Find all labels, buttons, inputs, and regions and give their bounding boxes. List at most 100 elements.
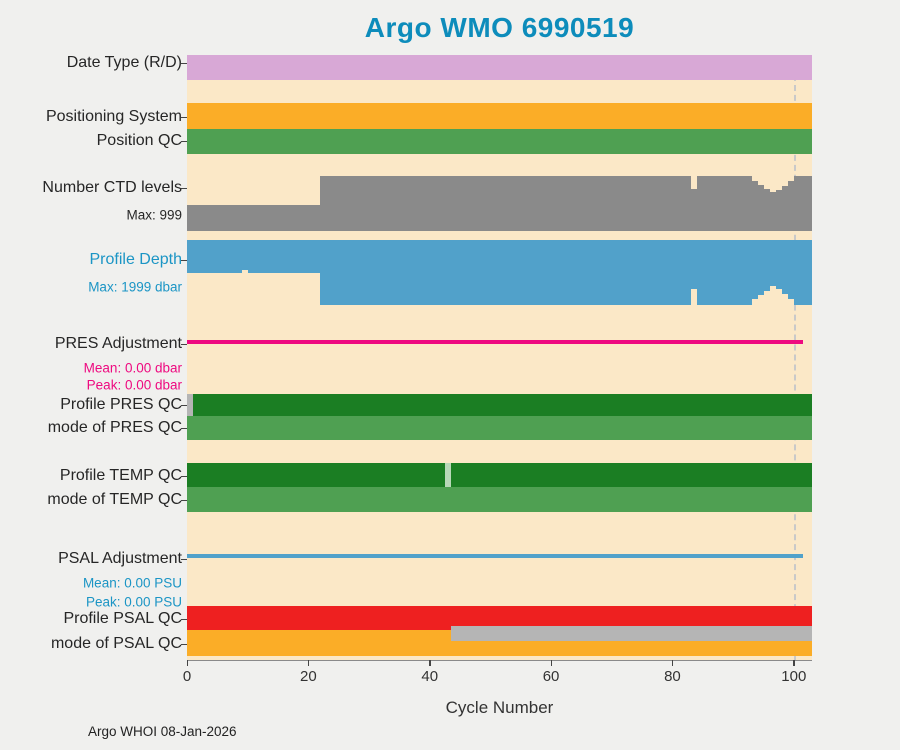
profile-depth-bar xyxy=(211,240,218,273)
ctd-levels-bar xyxy=(387,176,394,231)
ctd-levels-bar xyxy=(593,176,601,231)
profile-depth-bar xyxy=(350,240,358,305)
ctd-levels-bar xyxy=(727,176,734,231)
profile-depth-bar xyxy=(217,240,224,273)
ctd-levels-bar xyxy=(381,176,388,231)
ctd-levels-bar xyxy=(314,204,321,231)
x-tick-mark xyxy=(307,660,310,666)
profile-depth-bar xyxy=(447,240,455,305)
ctd-levels-bar xyxy=(714,176,722,231)
ctd-levels-bar xyxy=(308,204,315,231)
profile-depth-bar xyxy=(332,240,340,305)
profile-depth-bar xyxy=(314,240,321,273)
x-tick-label: 100 xyxy=(781,668,807,685)
x-tick-label: 80 xyxy=(664,668,681,685)
profile_temp_qc-segment xyxy=(450,463,812,487)
profile-depth-bar xyxy=(733,240,740,305)
ctd-levels-bar xyxy=(642,176,649,231)
row-label-positioning: Positioning System xyxy=(45,108,182,125)
profile-depth-bar xyxy=(617,240,625,305)
row-label-mode-pres-qc: mode of PRES QC xyxy=(47,419,182,436)
profile-depth-bar xyxy=(787,240,795,299)
row-label-psal-adjustment: PSAL Adjustment xyxy=(58,550,182,567)
y-tick-mark xyxy=(181,476,187,478)
ctd-levels-bar xyxy=(745,176,752,231)
profile-depth-bar xyxy=(551,240,558,305)
profile-depth-bar xyxy=(235,240,243,273)
profile-depth-bar xyxy=(532,240,540,305)
profile-depth-bar xyxy=(326,240,334,305)
profile-depth-bar xyxy=(490,240,497,305)
ctd-levels-bar xyxy=(247,204,255,231)
y-tick-mark xyxy=(181,188,187,190)
ctd-levels-bar xyxy=(235,204,243,231)
row-label-profile-pres-qc: Profile PRES QC xyxy=(60,396,182,413)
profile-depth-bar xyxy=(545,240,552,305)
ctd-levels-bar xyxy=(611,176,619,231)
profile-depth-bar xyxy=(417,240,425,305)
ctd-levels-bar xyxy=(211,204,218,231)
row-label-profile-depth: Profile Depth xyxy=(89,251,183,268)
ctd-levels-bar xyxy=(599,176,607,231)
profile-depth-bar xyxy=(781,240,789,294)
ctd-levels-bar xyxy=(514,176,522,231)
ctd-levels-bar xyxy=(423,176,431,231)
profile-depth-bar xyxy=(799,240,807,305)
ctd-levels-bar xyxy=(484,176,491,231)
profile-depth-bar xyxy=(271,240,279,273)
figure-title: Argo WMO 6990519 xyxy=(364,12,635,43)
row-label-mode-temp-qc: mode of TEMP QC xyxy=(47,491,182,508)
ctd-levels-bar xyxy=(648,176,655,231)
ctd-levels-bar xyxy=(278,204,285,231)
ctd-levels-bar xyxy=(793,176,801,231)
ctd-levels-bar xyxy=(472,176,479,231)
ctd-levels-bar xyxy=(660,176,667,231)
profile-depth-bar xyxy=(696,240,704,305)
profile-depth-bar xyxy=(496,240,504,305)
profile-depth-bar xyxy=(763,240,771,291)
date_type-segment xyxy=(187,55,812,80)
profile-depth-bar xyxy=(278,240,285,273)
ctd-levels-bar xyxy=(453,176,461,231)
profile-depth-bar xyxy=(575,240,582,305)
ctd-levels-bar xyxy=(563,176,570,231)
profile-depth-bar xyxy=(199,240,206,273)
ctd-levels-bar xyxy=(545,176,552,231)
positioning_system-segment xyxy=(187,103,812,129)
ctd-levels-bar xyxy=(332,176,340,231)
x-tick-mark xyxy=(793,660,795,666)
ctd-levels-bar xyxy=(399,176,406,231)
profile-depth-bar xyxy=(805,240,813,305)
profile-depth-bar xyxy=(739,240,746,305)
ctd-levels-bar xyxy=(302,204,309,231)
ctd-levels-bar xyxy=(490,176,497,231)
ctd-levels-bar xyxy=(581,176,588,231)
row-label-position-qc: Position QC xyxy=(96,132,182,149)
ctd-levels-bar xyxy=(290,204,297,231)
ctd-levels-bar xyxy=(538,176,546,231)
psal_adjustment-segment xyxy=(187,554,803,558)
row-label-psal-mean: Mean: 0.00 PSU xyxy=(82,575,182,591)
profile-depth-bar xyxy=(411,240,419,305)
row-label-ctd-levels: Number CTD levels xyxy=(42,179,182,196)
row-label-depth-max: Max: 1999 dbar xyxy=(88,279,182,295)
ctd-levels-bar xyxy=(447,176,455,231)
ctd-levels-bar xyxy=(557,176,564,231)
profile-depth-bar xyxy=(466,240,473,305)
profile_temp_qc-segment xyxy=(444,463,451,487)
ctd-levels-bar xyxy=(526,176,534,231)
ctd-levels-bar xyxy=(296,204,303,231)
ctd-levels-bar xyxy=(338,176,346,231)
profile-depth-bar xyxy=(520,240,528,305)
ctd-levels-bar xyxy=(326,176,334,231)
profile-depth-bar xyxy=(708,240,716,305)
ctd-levels-bar xyxy=(587,176,595,231)
profile-depth-bar xyxy=(605,240,613,305)
ctd-levels-bar xyxy=(520,176,528,231)
profile-depth-bar xyxy=(387,240,394,305)
profile-depth-bar xyxy=(660,240,667,305)
row-label-profile-psal-qc: Profile PSAL QC xyxy=(63,610,182,627)
profile-depth-bar xyxy=(302,240,309,273)
profile-depth-bar xyxy=(423,240,431,305)
